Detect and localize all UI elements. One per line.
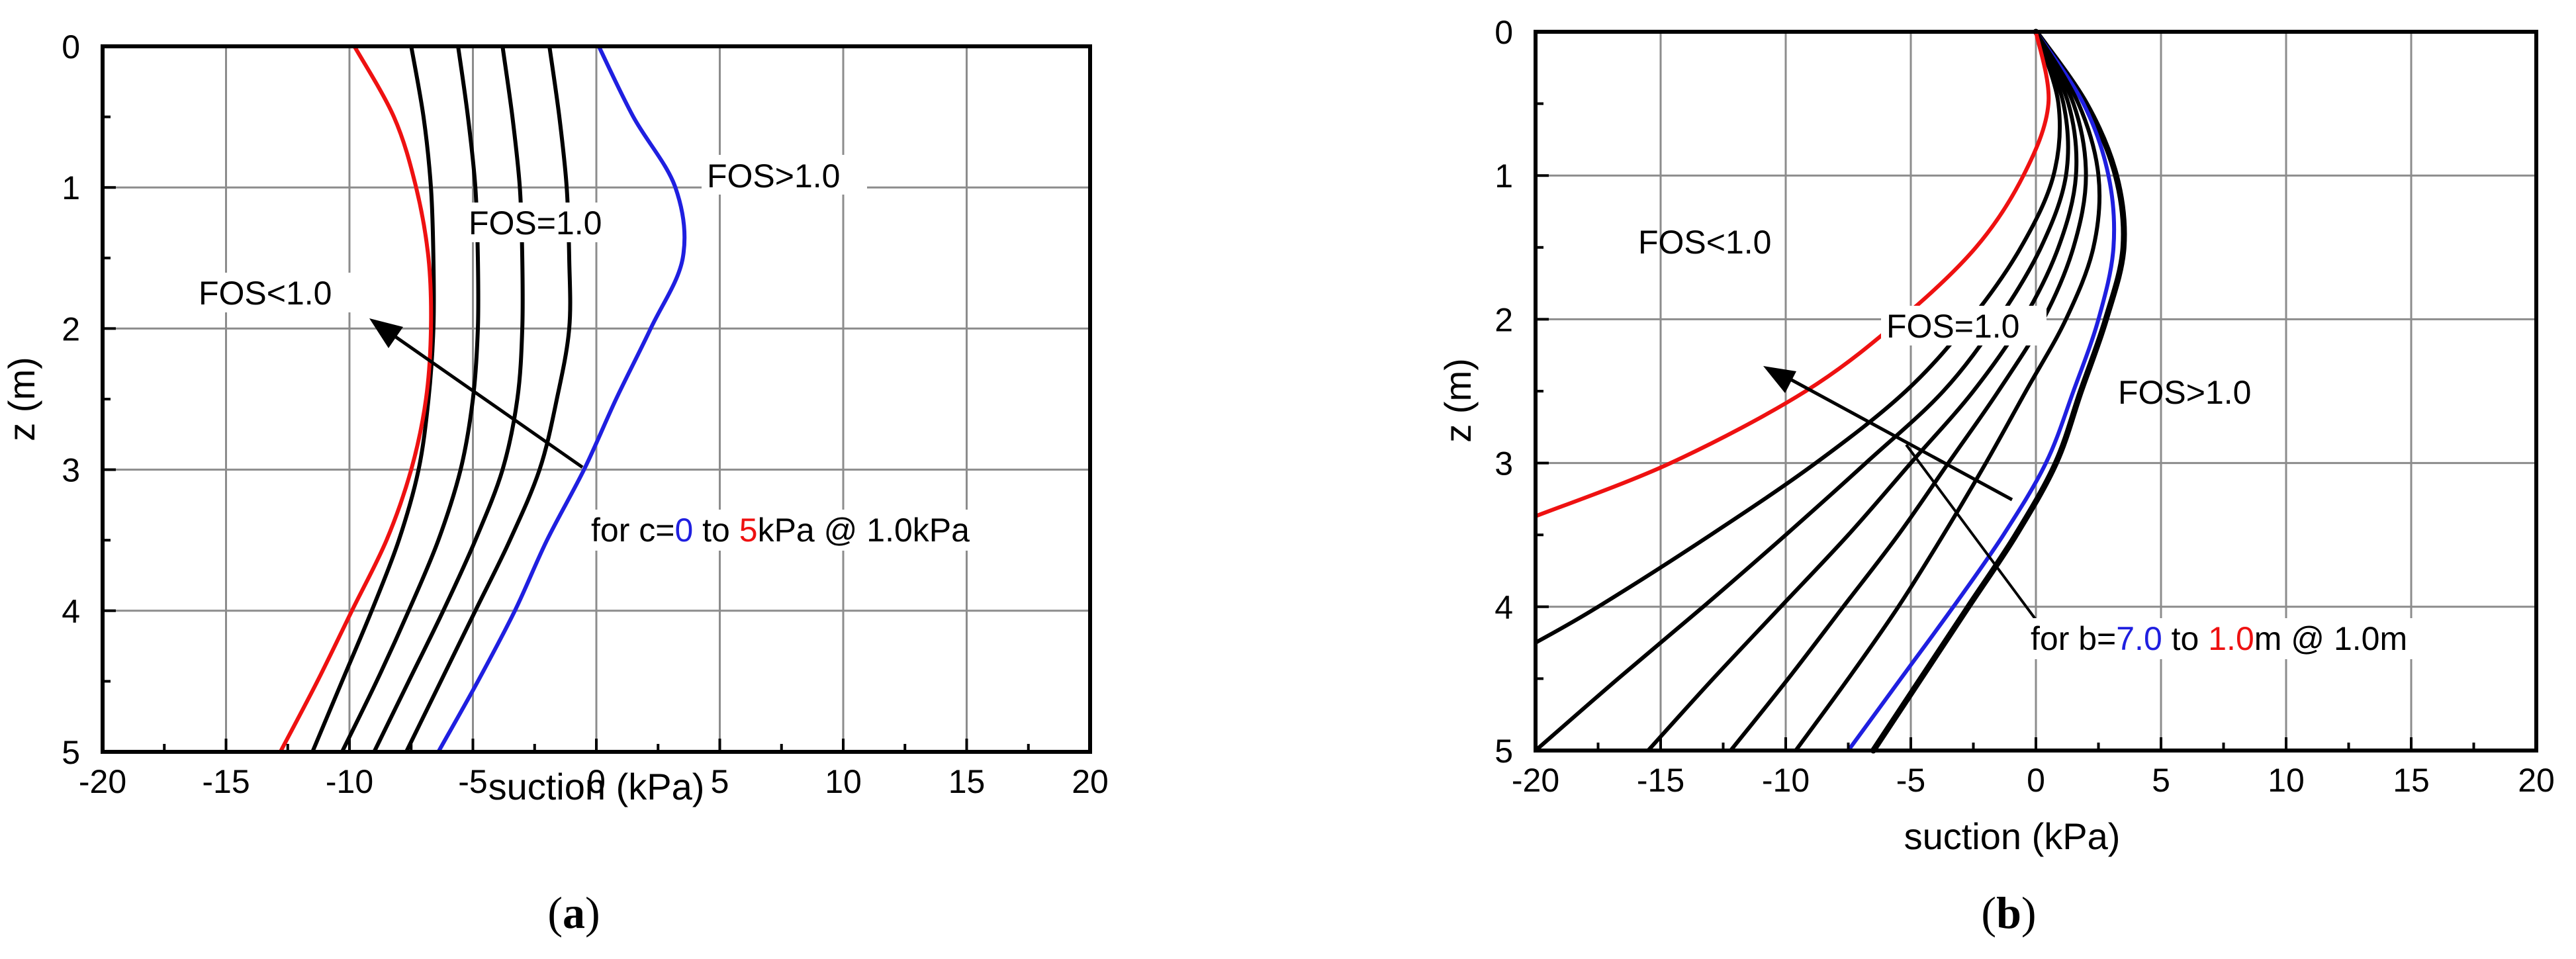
y-tick-label: 4 [1495, 589, 1513, 626]
x-axis-label: suction (kPa) [488, 766, 705, 807]
trend-arrowhead [369, 318, 403, 348]
series-line-6 [278, 44, 434, 754]
annotation-fos-greater: FOS>1.0 [707, 158, 841, 195]
plot-frame [101, 44, 1092, 754]
annotation-mask [586, 510, 1059, 551]
x-tick-label: 5 [2152, 762, 2170, 799]
trend-arrow [1780, 373, 2013, 502]
note-prefix: for b= [2031, 620, 2116, 657]
annotation-mask [463, 203, 629, 242]
note-end-value: 1.0 [2208, 620, 2254, 657]
x-tick-label: -10 [1762, 762, 1810, 799]
series-group [1534, 28, 2127, 754]
series-line-2 [404, 44, 573, 754]
y-tick-label: 3 [62, 452, 80, 489]
note-prefix: for c= [591, 512, 674, 549]
note-suffix: kPa @ 1.0kPa [758, 512, 970, 549]
x-tick-label: -5 [1896, 762, 1925, 799]
x-tick-label: 20 [2518, 762, 2555, 799]
y-tick-label: 0 [1495, 14, 1513, 51]
note-suffix: m @ 1.0m [2254, 620, 2407, 657]
leader-line [1905, 443, 2037, 620]
x-tick-label: 10 [2268, 762, 2305, 799]
annotation-fos-equal: FOS=1.0 [469, 205, 602, 242]
tick-labels: -20 -15 -10 -5 0 5 10 15 20 0 1 2 3 4 5 [1495, 14, 2555, 799]
note-to: to [2162, 620, 2208, 657]
x-tick-label: 15 [2393, 762, 2430, 799]
y-tick-label: 3 [1495, 445, 1513, 482]
annotation-fos-equal: FOS=1.0 [1886, 308, 2020, 345]
series-line-3 [372, 44, 525, 754]
plot-frame [1534, 30, 2538, 753]
caption-letter: a [563, 888, 585, 938]
annotation-fos-less: FOS<1.0 [199, 275, 332, 312]
series-line-7 [1534, 30, 2062, 645]
annotation-mask [2025, 618, 2502, 659]
series-line-6 [1534, 30, 2070, 753]
x-tick-label: -15 [1637, 762, 1684, 799]
x-tick-label: 15 [948, 763, 986, 800]
trend-arrowhead [1763, 366, 1796, 393]
note-start-value: 0 [674, 512, 693, 549]
y-tick-label: 2 [1495, 301, 1513, 338]
x-tick-label: -5 [458, 763, 487, 800]
series-line-4 [340, 44, 481, 754]
y-tick-label: 0 [62, 28, 80, 66]
x-tick-label: 0 [2027, 762, 2045, 799]
panel-caption-b: (b) [1981, 888, 2036, 938]
x-tick-label: -20 [1512, 762, 1559, 799]
note-to: to [693, 512, 739, 549]
y-tick-label: 4 [62, 593, 80, 630]
x-tick-label: 0 [587, 763, 606, 800]
note-start-value: 7.0 [2116, 620, 2162, 657]
series-line-2 [1846, 30, 2117, 753]
note-end-value: 5 [739, 512, 758, 549]
annotation-mask [194, 273, 359, 312]
y-tick-label: 5 [1495, 733, 1513, 770]
annotation-fos-greater: FOS>1.0 [2118, 374, 2252, 411]
series-line-5 [1646, 30, 2079, 753]
x-tick-label: 10 [825, 763, 862, 800]
series-line-1 [436, 44, 687, 754]
annotation-range-note: for c=0 to 5kPa @ 1.0kPa [591, 512, 970, 549]
x-tick-label: 20 [1072, 763, 1109, 800]
tick-labels: -20 -15 -10 -5 0 5 10 15 20 0 1 2 3 4 5 [62, 28, 1109, 800]
annotation-fos-less: FOS<1.0 [1638, 224, 1772, 261]
gridlines [103, 46, 1090, 752]
y-tick-label: 5 [62, 734, 80, 771]
annotation-mask [1881, 306, 2047, 345]
y-tick-label: 1 [62, 169, 80, 206]
y-tick-label: 2 [62, 310, 80, 347]
x-tick-label: -10 [326, 763, 373, 800]
caption-letter: b [1996, 888, 2021, 938]
x-tick-label: -15 [202, 763, 250, 800]
series-line-3 [1794, 30, 2102, 753]
x-tick-label: -20 [79, 763, 126, 800]
x-axis-label: suction (kPa) [1904, 815, 2121, 857]
series-group [278, 44, 687, 754]
x-tick-label: 5 [711, 763, 729, 800]
y-tick-label: 1 [1495, 158, 1513, 195]
series-line-8 [1534, 30, 2051, 518]
y-axis-label: z (m) [1437, 358, 1479, 443]
series-line-1 [1870, 28, 2127, 754]
annotation-range-note: for b=7.0 to 1.0m @ 1.0m [2031, 620, 2407, 657]
series-line-4 [1728, 30, 2088, 753]
y-axis-label: z (m) [1, 357, 42, 441]
annotation-mask [702, 155, 867, 195]
panel-caption-a: (a) [547, 888, 600, 938]
trend-arrow [384, 328, 584, 469]
series-line-5 [310, 44, 436, 754]
